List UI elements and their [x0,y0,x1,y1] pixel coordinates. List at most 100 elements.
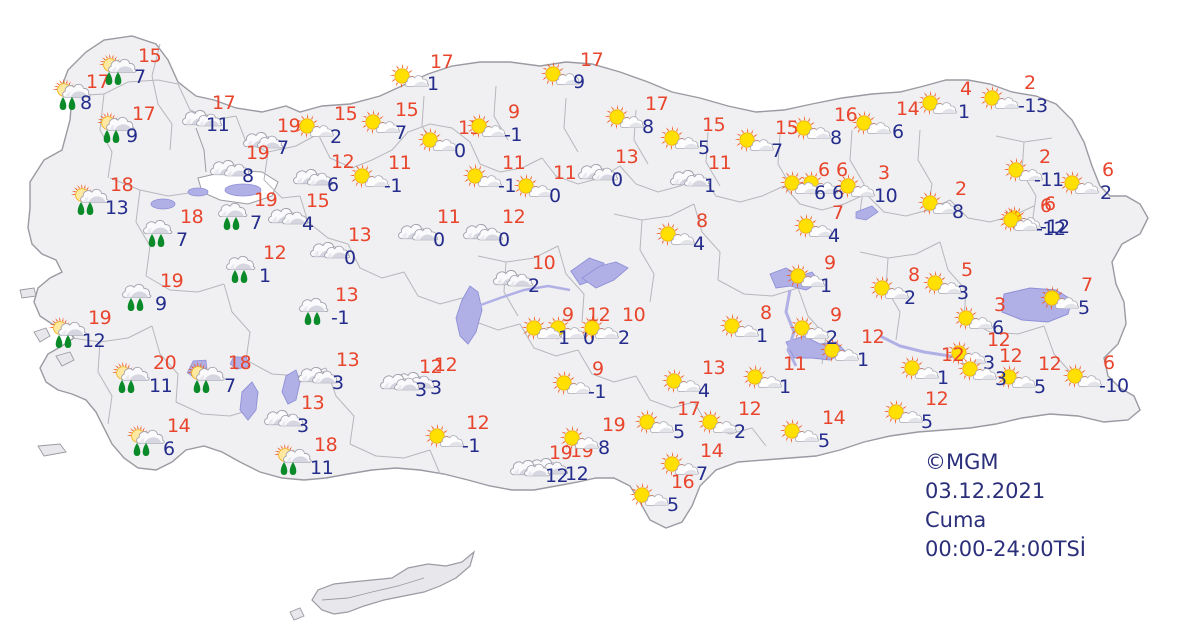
max-temperature: 12 [1038,353,1062,375]
sun-behind-cloud-icon [883,399,929,430]
aegean-island-1 [33,327,51,343]
cyprus-small-bit [289,607,305,621]
max-temperature: 6 [1044,193,1056,215]
sun-behind-cloud-icon [742,364,788,395]
min-temperature: 12 [82,330,106,352]
max-temperature: 19 [160,270,184,292]
reservoir-north [581,261,629,289]
sun-behind-cloud-icon [389,63,435,94]
min-temperature: 7 [771,140,783,162]
credit-date: 03.12.2021 [925,479,1046,503]
max-temperature: 11 [437,206,461,228]
min-temperature: 1 [958,101,970,123]
cloud-icon [577,158,623,188]
max-temperature: 7 [832,202,844,224]
max-temperature: 13 [702,357,726,379]
min-temperature: 2 [1100,182,1112,204]
min-temperature: 7 [224,375,236,397]
min-temperature: 1 [820,275,832,297]
min-temperature: 3 [332,372,344,394]
min-temperature: 8 [642,116,654,138]
cloud-icon [209,154,255,184]
max-temperature: 11 [553,162,577,184]
lake-acigol [229,356,250,370]
sun-behind-cloud-icon [946,340,992,371]
min-temperature: 5 [921,411,933,433]
rain-cloud-icon [139,218,185,248]
sun-behind-cloud-icon [521,315,567,346]
sun-behind-cloud-icon [1039,285,1085,316]
aegean-island-3 [37,443,67,457]
min-temperature: 5 [1034,376,1046,398]
cloud-icon [267,202,313,232]
sun-behind-cloud-icon [917,190,963,221]
max-temperature: 18 [110,174,134,196]
min-temperature: 1 [704,175,716,197]
max-temperature: 19 [88,307,112,329]
min-temperature: -1 [504,124,522,146]
sun-behind-cloud-icon [1059,170,1105,201]
sun-behind-cloud-icon [998,207,1044,238]
min-temperature: -1 [498,175,516,197]
max-temperature: 15 [334,103,358,125]
max-temperature: 3 [994,294,1006,316]
bosphorus-line [195,127,207,173]
max-temperature: 15 [138,45,162,67]
rain-cloud-icon [295,296,341,326]
min-temperature: 3 [430,377,442,399]
cloud-icon [462,218,508,248]
min-temperature: 10 [874,185,898,207]
min-temperature: -1 [462,435,480,457]
max-temperature: 18 [180,206,204,228]
min-temperature: 5 [818,430,830,452]
min-temperature: 0 [611,169,623,191]
max-temperature: 12 [941,344,965,366]
min-temperature: 3 [957,282,969,304]
sun-behind-cloud-icon [655,221,701,252]
max-temperature: 12 [434,354,458,376]
max-temperature: 17 [677,398,701,420]
cyprus-island [311,550,476,615]
min-temperature: 6 [992,317,1004,339]
credit-day: Cuma [925,508,987,532]
sun-behind-cloud-icon [545,315,591,346]
sun-behind-cloud-icon [1062,363,1108,394]
min-temperature: 8 [830,127,842,149]
sun-behind-cloud-icon [819,337,865,368]
min-temperature: 2 [528,275,540,297]
sun-behind-cloud-icon [634,409,680,440]
min-temperature: 8 [242,165,254,187]
max-temperature: 16 [671,471,695,493]
lake-tuz [455,285,483,345]
max-temperature: 12 [263,242,287,264]
sun-behind-cloud-icon [953,305,999,336]
rain-cloud-icon [214,201,260,231]
min-temperature: 5 [667,494,679,516]
max-temperature: 13 [301,392,325,414]
min-temperature: 2 [904,287,916,309]
sun-behind-rain-cloud-icon [125,424,171,457]
min-temperature: 6 [892,121,904,143]
max-temperature: 17 [212,92,236,114]
sun-behind-cloud-icon [851,110,897,141]
max-temperature: 11 [783,353,807,375]
sun-behind-cloud-icon [789,315,835,346]
max-temperature: 17 [430,51,454,73]
sun-behind-cloud-icon [349,163,395,194]
sun-behind-cloud-icon [899,355,945,386]
sun-behind-cloud-icon [659,125,705,156]
max-temperature: 13 [615,146,639,168]
lake-manyas [150,198,176,210]
min-temperature: 8 [952,201,964,223]
max-temperature: 19 [254,189,278,211]
cloud-icon [242,126,288,156]
min-temperature: 1 [779,376,791,398]
min-temperature: 1 [558,327,570,349]
max-temperature: 9 [592,358,604,380]
min-temperature: 0 [498,229,510,251]
min-temperature: -13 [1018,95,1048,117]
cloud-icon [181,104,227,134]
max-temperature: 9 [562,304,574,326]
max-temperature: 10 [532,252,556,274]
lake-ulubat [187,187,209,197]
